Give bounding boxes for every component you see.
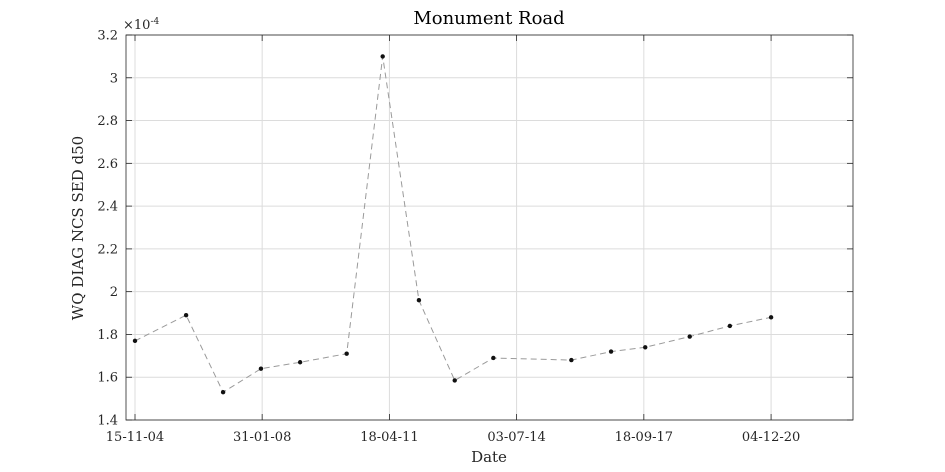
data-point (643, 345, 648, 350)
x-tick-label: 04-12-20 (742, 430, 800, 445)
y-tick-label: 2.6 (97, 157, 118, 172)
data-point (491, 355, 496, 361)
y-exponent-power: -4 (150, 17, 159, 27)
x-axis-label: Date (471, 448, 507, 466)
y-exponent-base: ×10 (123, 18, 150, 33)
x-tick-label: 31-01-08 (233, 430, 291, 445)
x-tick-label: 15-11-04 (106, 430, 164, 445)
data-point (687, 334, 692, 339)
y-tick-label: 2 (110, 285, 118, 300)
data-point (183, 312, 189, 318)
series-line (134, 56, 772, 393)
y-tick-label: 1.4 (97, 414, 118, 429)
data-point (768, 315, 774, 320)
chart-title: Monument Road (413, 8, 564, 29)
axes-frame (125, 34, 854, 421)
y-tick-label: 2.2 (97, 242, 118, 257)
y-tick-label: 3.2 (97, 29, 118, 44)
data-point (258, 366, 264, 371)
y-tick-label: 2.4 (97, 200, 118, 215)
data-point (220, 389, 226, 395)
data-point (727, 323, 733, 329)
x-tick-label: 18-04-11 (360, 430, 418, 445)
data-point (416, 298, 422, 303)
data-point (569, 357, 574, 363)
y-tick-label: 3 (110, 71, 118, 86)
plot-frame (125, 34, 854, 421)
series (132, 54, 774, 395)
grid (126, 34, 853, 421)
data-point (608, 349, 614, 354)
data-point (297, 360, 303, 365)
data-point (344, 351, 349, 356)
y-tick-label: 2.8 (97, 114, 118, 129)
y-exponent-label: ×10-4 (123, 17, 159, 33)
data-point (132, 338, 138, 344)
y-axis-label: WQ DIAG NCS SED d50 (69, 136, 87, 320)
ticks: 15-11-04 31-01-08 18-04-11 03-07-14 18-09-17… (97, 29, 853, 445)
data-point (380, 54, 385, 59)
y-tick-label: 1.6 (97, 371, 118, 386)
y-tick-label: 1.8 (97, 328, 118, 343)
x-tick-label: 18-09-17 (615, 430, 673, 445)
data-point (452, 378, 457, 383)
x-tick-label: 03-07-14 (487, 430, 545, 445)
